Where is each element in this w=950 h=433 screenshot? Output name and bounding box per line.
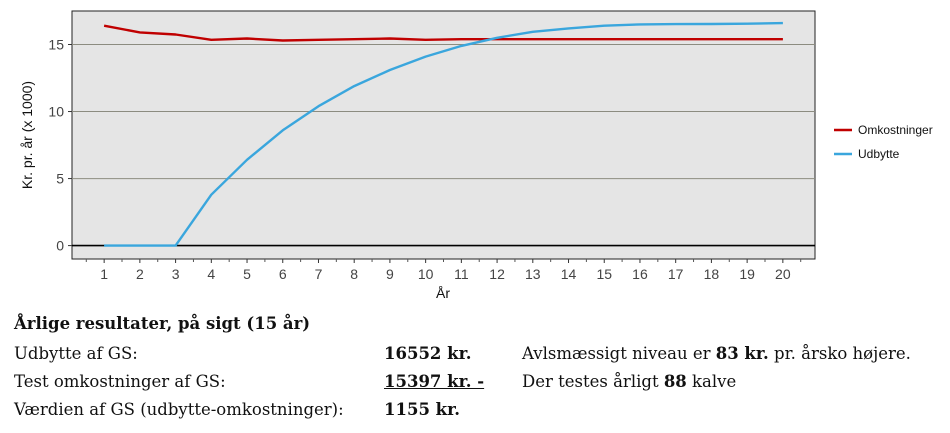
results-section: Årlige resultater, på sigt (15 år) Udbyt… xyxy=(14,314,944,424)
series-line-omkostninger xyxy=(103,24,783,42)
x-tick-label: 2 xyxy=(136,266,144,282)
x-tick-label: 11 xyxy=(454,266,469,282)
x-tick-label: 5 xyxy=(243,266,251,282)
x-tick-label: 3 xyxy=(172,266,180,282)
result-note: Avlsmæssigt niveau er 83 kr. pr. årsko h… xyxy=(522,344,911,363)
x-tick-label: 4 xyxy=(207,266,215,282)
legend-label: Udbytte xyxy=(858,147,900,161)
x-tick-label: 19 xyxy=(739,266,755,282)
x-tick-label: 7 xyxy=(315,266,323,282)
result-value: 1155 kr. xyxy=(384,400,461,419)
x-tick-label: 17 xyxy=(668,266,684,282)
x-tick-label: 18 xyxy=(704,266,720,282)
x-tick-label: 14 xyxy=(561,266,577,282)
x-tick-label: 12 xyxy=(489,266,505,282)
x-tick-label: 9 xyxy=(386,266,394,282)
result-value: 15397 kr. - xyxy=(384,372,485,391)
x-tick-label: 20 xyxy=(775,266,791,282)
result-row-vaerdi: Værdien af GS (udbytte-omkostninger): 11… xyxy=(14,396,944,424)
result-note: Der testes årligt 88 kalve xyxy=(522,372,737,391)
legend: Omkostninger Udbytte xyxy=(834,123,933,161)
x-axis-label: År xyxy=(436,285,450,301)
x-tick-label: 1 xyxy=(100,266,108,282)
plot-panel xyxy=(71,10,816,260)
result-label: Udbytte af GS: xyxy=(14,344,138,363)
result-label: Test omkostninger af GS: xyxy=(14,372,226,391)
result-value: 16552 kr. xyxy=(384,344,472,363)
y-axis-label: Kr. pr. år (x 1000) xyxy=(19,81,35,189)
results-heading: Årlige resultater, på sigt (15 år) xyxy=(14,314,311,333)
result-row-omkostninger: Test omkostninger af GS: 15397 kr. - Der… xyxy=(14,368,944,396)
result-row-udbytte: Udbytte af GS: 16552 kr. Avlsmæssigt niv… xyxy=(14,340,944,368)
x-tick-label: 6 xyxy=(279,266,287,282)
y-tick-label: 5 xyxy=(56,171,64,187)
y-tick-label: 10 xyxy=(48,104,64,120)
x-tick-label: 13 xyxy=(525,266,541,282)
x-tick-label: 8 xyxy=(350,266,358,282)
x-tick-label: 10 xyxy=(418,266,434,282)
y-tick-label: 15 xyxy=(48,37,64,53)
y-tick-label: 0 xyxy=(56,238,64,254)
x-tick-label: 15 xyxy=(596,266,612,282)
x-tick-label: 16 xyxy=(632,266,648,282)
result-label: Værdien af GS (udbytte-omkostninger): xyxy=(14,400,344,419)
series-line-udbytte xyxy=(104,21,783,247)
legend-label: Omkostninger xyxy=(858,123,933,137)
